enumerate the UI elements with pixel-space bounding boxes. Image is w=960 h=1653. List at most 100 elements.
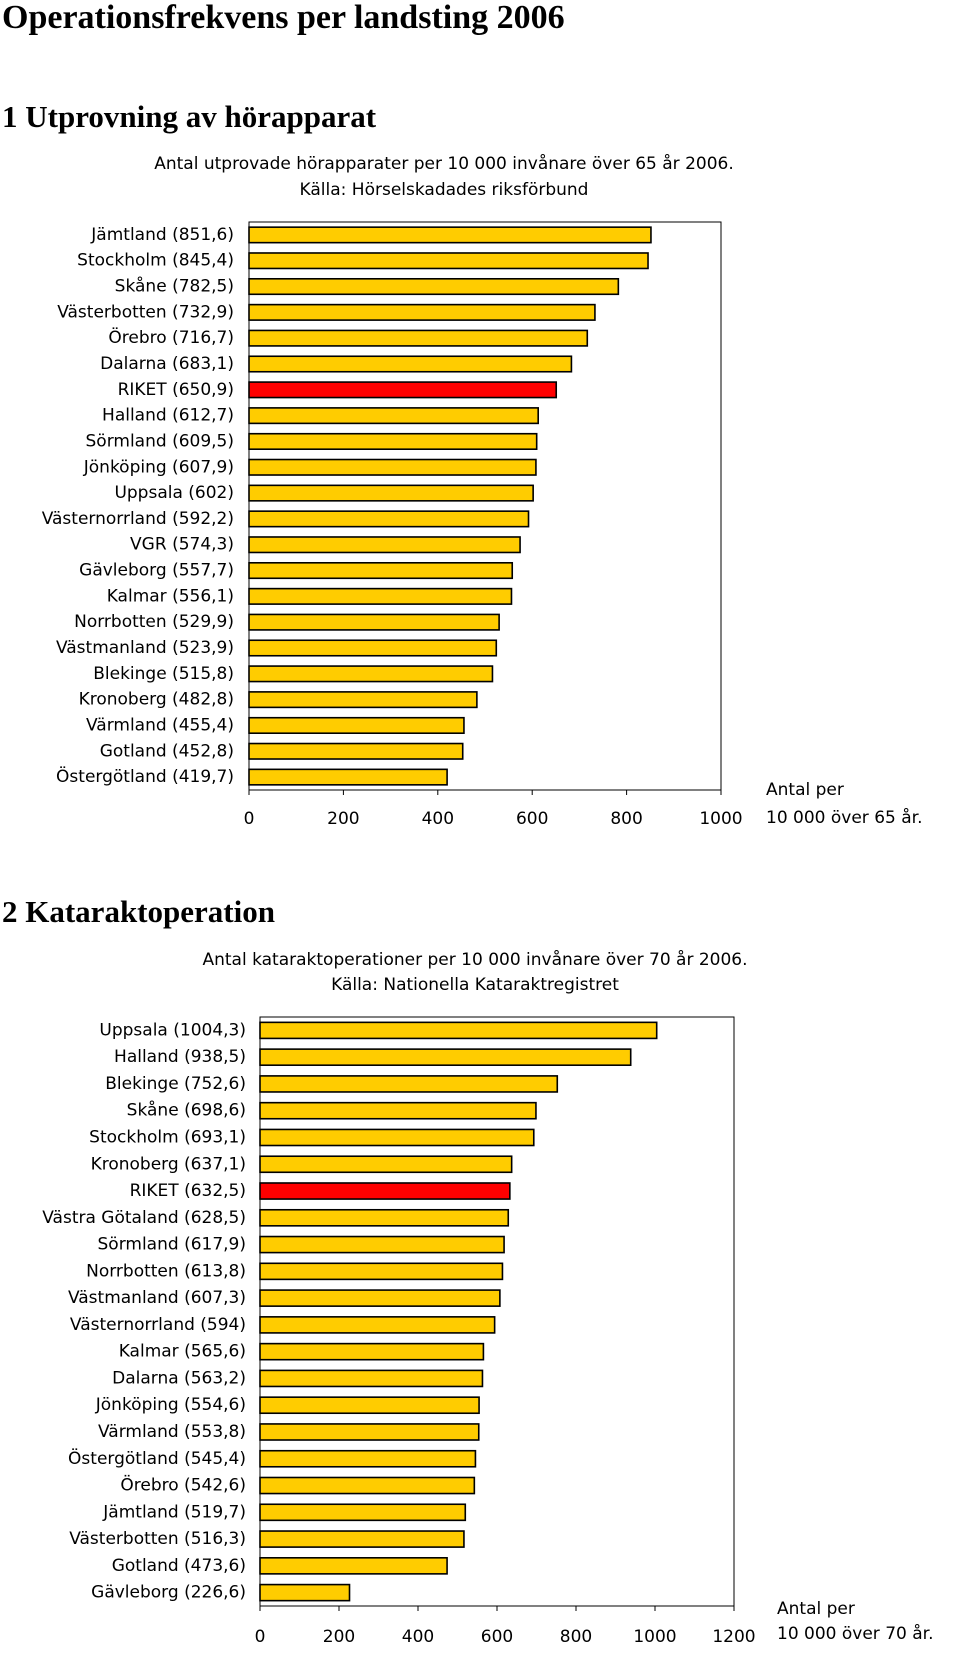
- category-label: Östergötland (545,4): [68, 1447, 246, 1469]
- category-label: Blekinge (515,8): [93, 664, 234, 684]
- category-label: Västra Götaland (628,5): [42, 1208, 246, 1228]
- category-label: Blekinge (752,6): [105, 1074, 246, 1094]
- x-tick-label: 600: [516, 809, 548, 829]
- bar: [259, 1101, 537, 1120]
- bar: [248, 510, 530, 528]
- x-axis-label: Antal per: [777, 1599, 855, 1619]
- category-label: Dalarna (683,1): [100, 354, 234, 374]
- category-label: Jönköping (607,9): [83, 457, 234, 477]
- category-label: Dalarna (563,2): [112, 1368, 246, 1388]
- x-tick-label: 800: [610, 809, 642, 829]
- bar: [259, 1476, 476, 1495]
- x-axis-label: 10 000 över 65 år.: [766, 807, 923, 828]
- bar: [248, 226, 652, 244]
- bar: [259, 1208, 510, 1227]
- bar: [248, 716, 465, 735]
- category-label: Gotland (473,6): [112, 1556, 246, 1576]
- bar: [259, 1449, 477, 1468]
- category-label: Värmland (553,8): [98, 1422, 246, 1442]
- category-label: Värmland (455,4): [86, 715, 234, 735]
- category-label: Västerbotten (732,9): [57, 302, 234, 322]
- bar: [259, 1075, 559, 1093]
- category-label: Västerbotten (516,3): [69, 1529, 246, 1549]
- bar: [248, 691, 478, 709]
- category-label: Skåne (782,5): [115, 276, 234, 297]
- bar: [248, 613, 500, 631]
- category-label: Halland (612,7): [102, 406, 234, 426]
- category-label: Jämtland (851,6): [90, 225, 234, 245]
- bar: [248, 587, 513, 605]
- bar: [259, 1503, 467, 1522]
- bar: [259, 1316, 496, 1334]
- bar: [259, 1021, 658, 1040]
- category-label: Sörmland (617,9): [98, 1235, 246, 1255]
- bar: [259, 1128, 535, 1147]
- x-tick-label: 1200: [712, 1627, 755, 1647]
- category-label: Östergötland (419,7): [56, 765, 234, 787]
- x-tick-label: 0: [244, 809, 255, 829]
- bar: [259, 1396, 480, 1415]
- category-label: Stockholm (845,4): [77, 251, 234, 271]
- bar: [248, 407, 539, 425]
- category-label: Skåne (698,6): [127, 1100, 246, 1121]
- x-tick-label: 400: [402, 1627, 434, 1647]
- section-heading: 2 Kataraktoperation: [2, 894, 275, 929]
- category-label: Kronoberg (482,8): [79, 690, 234, 710]
- category-label: Gävleborg (226,6): [91, 1583, 246, 1603]
- x-tick-label: 400: [422, 809, 454, 829]
- x-axis-label: Antal per: [766, 780, 844, 800]
- bar: [248, 561, 514, 580]
- bar: [248, 432, 538, 450]
- chart-title: Antal kataraktoperationer per 10 000 inv…: [202, 949, 747, 970]
- bar: [259, 1342, 485, 1361]
- plot-frame: [248, 221, 722, 791]
- bar: [259, 1423, 480, 1441]
- bar: [259, 1583, 351, 1602]
- x-tick-label: 1000: [633, 1627, 676, 1647]
- bar: [248, 303, 596, 321]
- x-tick-label: 0: [255, 1627, 266, 1647]
- bar: [248, 742, 464, 760]
- chart-title: Källa: Hörselskadades riksförbund: [300, 180, 589, 200]
- x-axis-label: 10 000 över 70 år.: [777, 1623, 934, 1644]
- bar: [248, 329, 589, 347]
- x-tick-label: 800: [560, 1627, 592, 1647]
- category-label: Halland (938,5): [114, 1047, 246, 1067]
- category-label: Gävleborg (557,7): [79, 561, 234, 581]
- bar: [248, 665, 494, 683]
- category-label: Kronoberg (637,1): [91, 1154, 246, 1174]
- bar: [248, 458, 537, 476]
- bar: [248, 536, 521, 554]
- bar: [248, 252, 649, 270]
- bar: [248, 277, 620, 296]
- x-tick-label: 200: [327, 809, 359, 829]
- category-label: Sörmland (609,5): [86, 431, 234, 451]
- category-label: Västernorrland (594): [70, 1315, 246, 1335]
- bar: [248, 639, 498, 657]
- chart-title: Antal utprovade hörapparater per 10 000 …: [154, 153, 734, 174]
- category-label: Jämtland (519,7): [102, 1502, 246, 1522]
- bar: [259, 1530, 465, 1548]
- category-label: Jönköping (554,6): [95, 1395, 246, 1415]
- category-label: Västmanland (523,9): [56, 638, 234, 658]
- category-label: Västmanland (607,3): [68, 1288, 246, 1308]
- bar: [259, 1235, 505, 1254]
- bar: [259, 1048, 632, 1066]
- category-label: Norrbotten (613,8): [86, 1261, 246, 1281]
- chart-title: Källa: Nationella Kataraktregistret: [331, 975, 619, 995]
- page-title: Operationsfrekvens per landsting 2006: [2, 0, 565, 36]
- category-label: Örebro (716,7): [108, 326, 234, 348]
- category-label: Örebro (542,6): [120, 1474, 246, 1496]
- bar: [259, 1557, 448, 1575]
- bar: [248, 355, 573, 373]
- category-label: RIKET (632,5): [130, 1181, 246, 1201]
- category-label: VGR (574,3): [130, 535, 234, 555]
- section-heading: 1 Utprovning av hörapparat: [2, 99, 377, 134]
- x-tick-label: 200: [323, 1627, 355, 1647]
- category-label: Uppsala (1004,3): [99, 1020, 246, 1040]
- bar: [248, 768, 448, 786]
- bar: [248, 484, 534, 502]
- bar: [259, 1182, 511, 1200]
- bar: [259, 1369, 484, 1388]
